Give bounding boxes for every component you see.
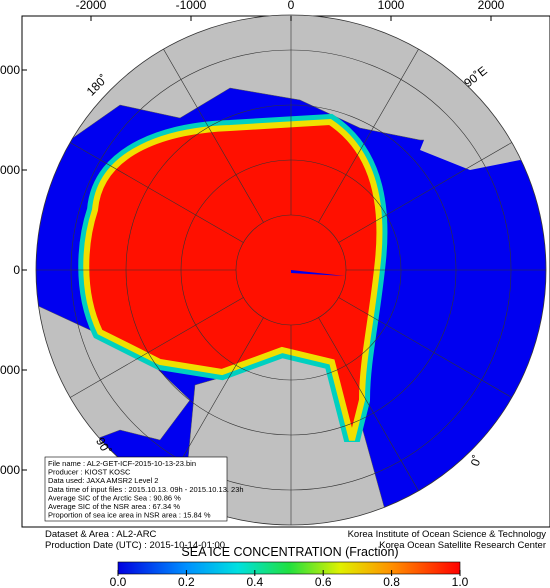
y-tick-label: 2000 <box>0 63 20 77</box>
y-tick-label: 0 <box>13 263 20 277</box>
colorbar-tick-label: 0.6 <box>315 575 332 588</box>
graticule <box>36 15 546 525</box>
info-line: Average SIC of the NSR area : 67.34 % <box>48 502 180 511</box>
info-box-bg <box>44 456 228 522</box>
info-box: File name : AL2-GET-ICF-2015-10-13-23.bi… <box>44 456 244 522</box>
sea-ice <box>83 118 383 441</box>
colorbar-tick-label: 0.8 <box>383 575 400 588</box>
footer-right: Korea Institute of Ocean Science & Techn… <box>348 529 547 540</box>
meridian <box>338 139 517 243</box>
disc-outline <box>35 14 547 526</box>
footer-right: Korea Ocean Satellite Research Center <box>379 540 546 551</box>
colorbar-tick-label: 0.2 <box>178 575 195 588</box>
x-tick-label: 1000 <box>378 0 405 12</box>
longitude-label: 0˚ <box>468 453 485 468</box>
y-tick-label: -2000 <box>0 463 20 477</box>
info-line: Average SIC of the Arctic Sea : 90.86 % <box>48 493 181 502</box>
x-tick-label: -1000 <box>176 0 207 12</box>
colorbar-tick-label: 0.4 <box>246 575 263 588</box>
info-line: Data used: JAXA AMSR2 Level 2 <box>48 476 158 485</box>
colorbar-ticks: 0.0 0.2 0.4 0.6 0.8 1.0 <box>110 570 469 588</box>
pole-hole <box>291 270 345 276</box>
meridian <box>160 44 264 223</box>
meridian <box>65 297 244 401</box>
colorbar-tick-label: 0.0 <box>110 575 127 588</box>
info-line: File name : AL2-GET-ICF-2015-10-13-23.bi… <box>48 459 196 468</box>
x-tick-label: 2000 <box>478 0 505 12</box>
footer-left: Dataset & Area : AL2-ARC <box>45 529 157 540</box>
colorbar-tick-label: 1.0 <box>452 575 469 588</box>
info-lines: File name : AL2-GET-ICF-2015-10-13-23.bi… <box>48 459 244 520</box>
meridian <box>338 297 517 401</box>
meridian <box>65 139 244 243</box>
info-line: Producer : KIOST KOSC <box>48 468 131 477</box>
meridian <box>318 317 422 496</box>
meridian <box>318 44 422 223</box>
x-tick-label: -2000 <box>76 0 107 12</box>
footer-left: Production Date (UTC) : 2015-10-14-01:00 <box>45 540 225 551</box>
x-tick-label: 0 <box>288 0 295 12</box>
colorbar-title: SEA ICE CONCENTRATION (Fraction) <box>181 545 398 559</box>
info-line: Proportion of sea ice area in NSR area :… <box>48 511 211 520</box>
y-tick-label: -1000 <box>0 363 20 377</box>
info-line: Data time of input files : 2015.10.13. 0… <box>48 485 244 494</box>
y-tick-label: 1000 <box>0 163 20 177</box>
colorbar <box>117 561 461 575</box>
axis-ticks: -2000 -1000 0 1000 2000 2000 1000 0 -1000 -2000 <box>0 0 505 477</box>
